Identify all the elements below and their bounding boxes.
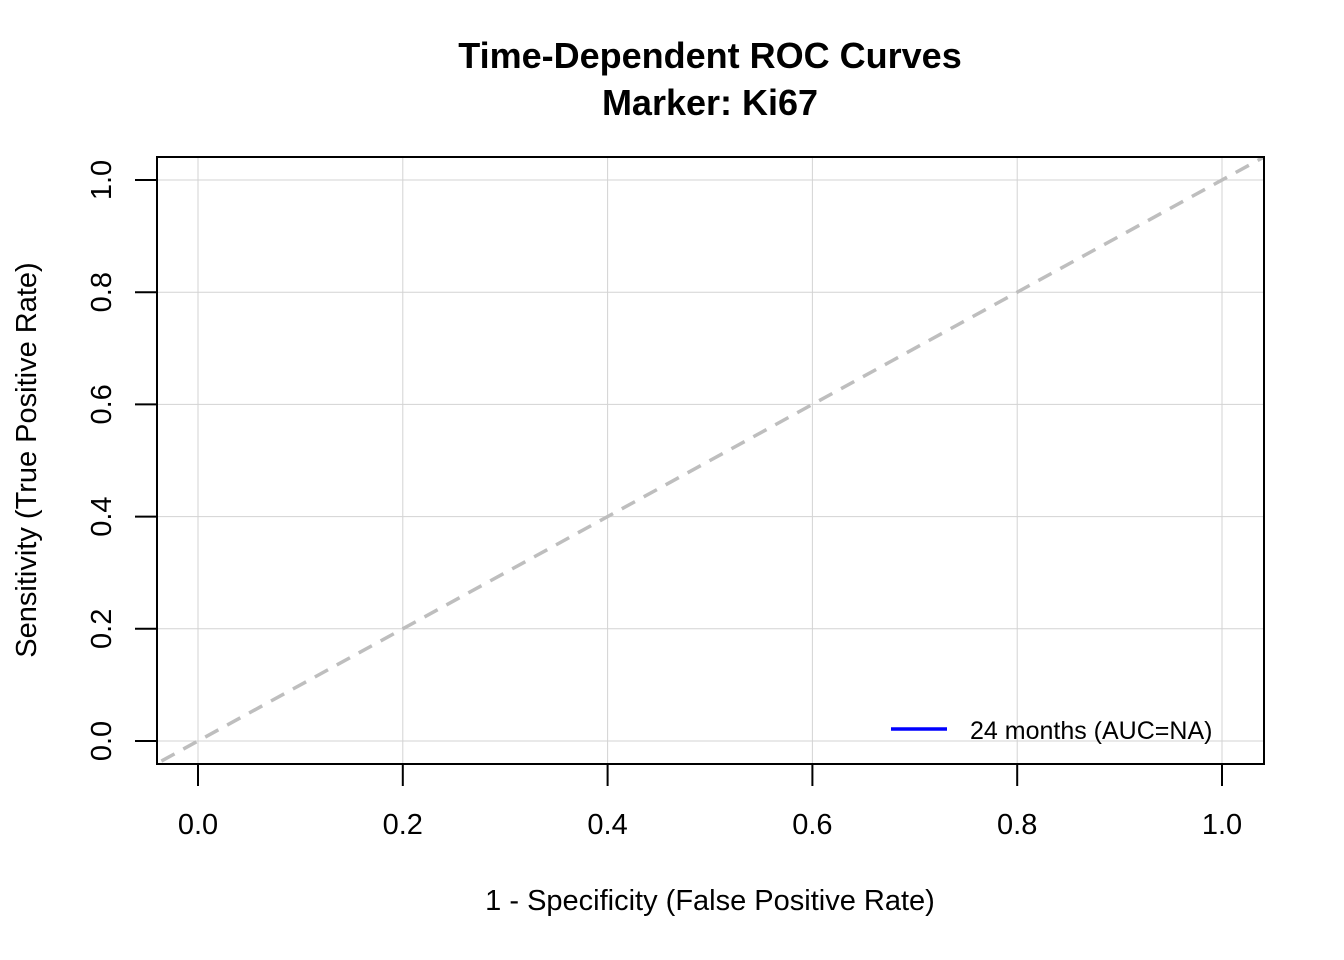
y-axis-label: Sensitivity (True Positive Rate): [11, 262, 43, 657]
y-tick-label: 0.6: [86, 384, 118, 424]
chart-subtitle: Marker: Ki67: [602, 82, 818, 123]
y-tick-label: 0.0: [86, 721, 118, 761]
y-axis: 0.0 0.2 0.4 0.6 0.8 1.0: [86, 160, 158, 761]
x-axis-label: 1 - Specificity (False Positive Rate): [485, 885, 935, 917]
legend: 24 months (AUC=NA): [891, 717, 1212, 745]
x-tick-label: 0.8: [997, 809, 1037, 841]
x-axis: 0.0 0.2 0.4 0.6 0.8 1.0: [178, 763, 1242, 841]
x-tick-label: 0.4: [587, 809, 627, 841]
x-tick-label: 0.6: [792, 809, 832, 841]
y-tick-label: 0.4: [86, 496, 118, 536]
x-tick-label: 0.0: [178, 809, 218, 841]
y-tick-label: 0.8: [86, 272, 118, 312]
reference-diagonal-line: [157, 157, 1264, 764]
grid-lines: [157, 157, 1264, 764]
y-tick-label: 1.0: [86, 160, 118, 200]
x-tick-label: 1.0: [1202, 809, 1242, 841]
legend-label: 24 months (AUC=NA): [970, 717, 1212, 745]
y-tick-label: 0.2: [86, 609, 118, 649]
chart-title: Time-Dependent ROC Curves: [458, 35, 961, 76]
x-tick-label: 0.2: [383, 809, 423, 841]
reference-line-layer: [157, 157, 1264, 764]
